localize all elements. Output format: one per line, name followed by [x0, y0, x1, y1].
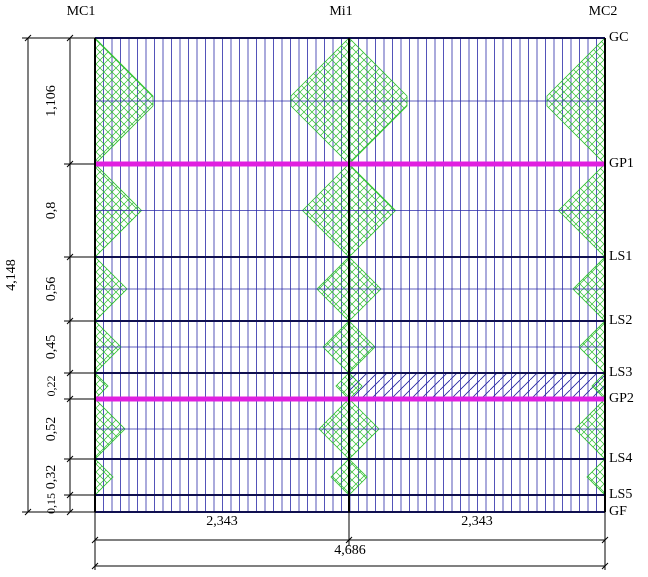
vertical-dimension: 0,8: [44, 202, 59, 220]
row-label: GP1: [609, 156, 634, 171]
row-label: GC: [609, 30, 628, 45]
vertical-dimension: 0,15: [44, 493, 58, 514]
vertical-dimension: 0,22: [44, 376, 58, 397]
horizontal-total: 4,686: [334, 543, 366, 558]
vertical-dimension: 0,32: [44, 465, 59, 490]
row-label: GP2: [609, 391, 634, 406]
vertical-dimension: 1,106: [44, 85, 59, 117]
vertical-total: 4,148: [4, 259, 19, 291]
vertical-dimension: 0,52: [44, 417, 59, 442]
vertical-dimension: 0,56: [44, 277, 59, 302]
column-label: MC1: [67, 4, 96, 19]
row-label: LS1: [609, 249, 632, 264]
row-label: LS2: [609, 313, 632, 328]
row-label: LS3: [609, 365, 632, 380]
row-label: GF: [609, 504, 627, 519]
row-label: LS4: [609, 451, 632, 466]
horizontal-dimension: 2,343: [461, 514, 493, 529]
column-label: Mi1: [329, 4, 352, 19]
vertical-dimension: 0,45: [44, 335, 59, 360]
column-label: MC2: [589, 4, 618, 19]
horizontal-dimension: 2,343: [206, 514, 238, 529]
row-label: LS5: [609, 487, 632, 502]
hatched-panel: [349, 373, 605, 399]
